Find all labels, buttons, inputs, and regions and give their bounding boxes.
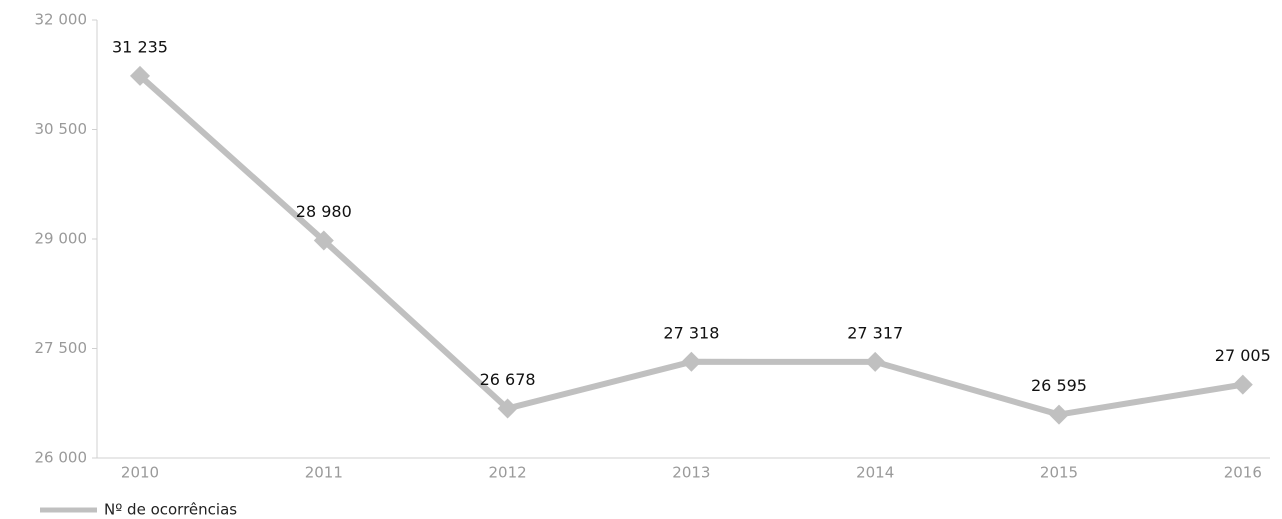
x-tick-label: 2013: [672, 464, 710, 482]
x-tick-label: 2016: [1224, 464, 1262, 482]
x-tick-label: 2011: [305, 464, 343, 482]
value-label: 27 005: [1215, 346, 1271, 365]
marker: [130, 65, 150, 86]
x-tick-label: 2014: [856, 464, 894, 482]
marker: [497, 398, 518, 419]
value-label: 26 595: [1031, 376, 1087, 395]
y-tick-label: 26 000: [35, 449, 88, 467]
value-label: 31 235: [112, 37, 168, 56]
y-tick-label: 32 000: [35, 11, 88, 29]
y-tick-label: 30 500: [35, 120, 88, 138]
x-tick-label: 2012: [489, 464, 527, 482]
legend-label: Nº de ocorrências: [104, 501, 237, 519]
x-tick-label: 2010: [121, 464, 159, 482]
marker: [865, 351, 886, 372]
marker: [1049, 404, 1069, 425]
x-tick-label: 2015: [1040, 464, 1078, 482]
y-tick-label: 29 000: [35, 230, 88, 248]
marker: [1232, 374, 1253, 395]
marker: [681, 351, 702, 372]
marker: [313, 230, 334, 251]
value-label: 27 318: [663, 323, 719, 342]
y-tick-label: 27 500: [35, 339, 88, 357]
value-label: 27 317: [847, 323, 903, 342]
value-label: 26 678: [480, 370, 536, 389]
value-label: 28 980: [296, 202, 352, 221]
